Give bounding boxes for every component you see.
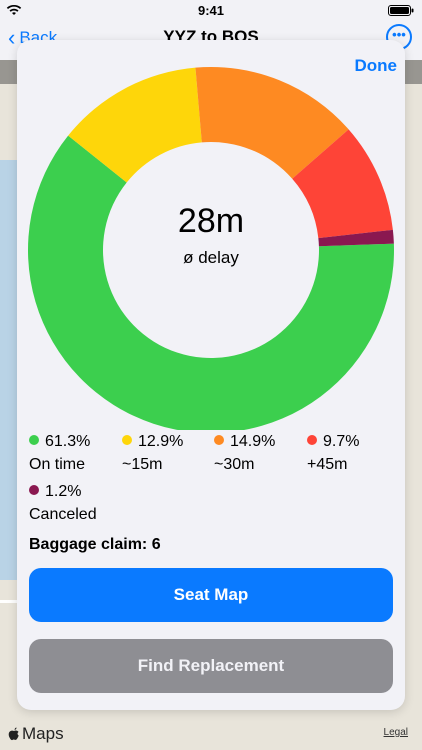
donut-slice-15m — [68, 67, 202, 183]
chevron-left-icon: ‹ — [8, 25, 16, 50]
baggage-claim-text: Baggage claim: 6 — [29, 536, 161, 553]
legend-value: 9.7% — [323, 433, 360, 450]
maps-logo: Maps — [8, 724, 64, 744]
legend-dot — [214, 435, 224, 445]
flight-delay-sheet: Done 28m ø delay 61.3% On time 12.9% ~15… — [17, 40, 405, 710]
legal-link[interactable]: Legal — [383, 727, 408, 738]
legend-value: 1.2% — [45, 483, 82, 500]
legend-value: 61.3% — [45, 433, 91, 450]
legend-item-canceled: 1.2% Canceled — [29, 480, 121, 526]
average-delay-label: ø delay — [183, 248, 239, 267]
status-time: 9:41 — [197, 3, 225, 18]
status-bar: 9:41 — [0, 0, 422, 20]
legend-item-15m: 12.9% ~15m — [122, 430, 214, 476]
apple-icon — [8, 727, 19, 741]
legend-item-on-time: 61.3% On time — [29, 430, 121, 476]
battery-icon — [388, 5, 414, 16]
maps-brand-label: Maps — [22, 724, 64, 743]
donut-slice-45m — [292, 129, 393, 239]
legend-label: On time — [29, 456, 86, 473]
average-delay-value: 28m — [177, 202, 245, 240]
legend-label: Canceled — [29, 506, 97, 523]
wifi-icon — [6, 4, 22, 15]
legend-value: 14.9% — [230, 433, 276, 450]
done-button[interactable]: Done — [354, 56, 398, 75]
legend-label: ~30m — [214, 456, 255, 473]
ellipsis-icon: ••• — [392, 27, 406, 42]
legend-dot — [307, 435, 317, 445]
legend-dot — [29, 435, 39, 445]
delay-donut-chart — [28, 67, 394, 430]
seat-map-button[interactable]: Seat Map — [29, 568, 393, 622]
donut-slice-canceled — [318, 229, 394, 247]
legend-dot — [29, 485, 39, 495]
legend-label: ~15m — [122, 456, 163, 473]
legend-label: +45m — [307, 456, 348, 473]
legend-dot — [122, 435, 132, 445]
donut-slice-on-time — [28, 135, 394, 430]
find-replacement-button[interactable]: Find Replacement — [29, 639, 393, 693]
legend-value: 12.9% — [138, 433, 184, 450]
legend-item-45m: 9.7% +45m — [307, 430, 399, 476]
donut-slice-30m — [195, 67, 349, 179]
legend-item-30m: 14.9% ~30m — [214, 430, 306, 476]
